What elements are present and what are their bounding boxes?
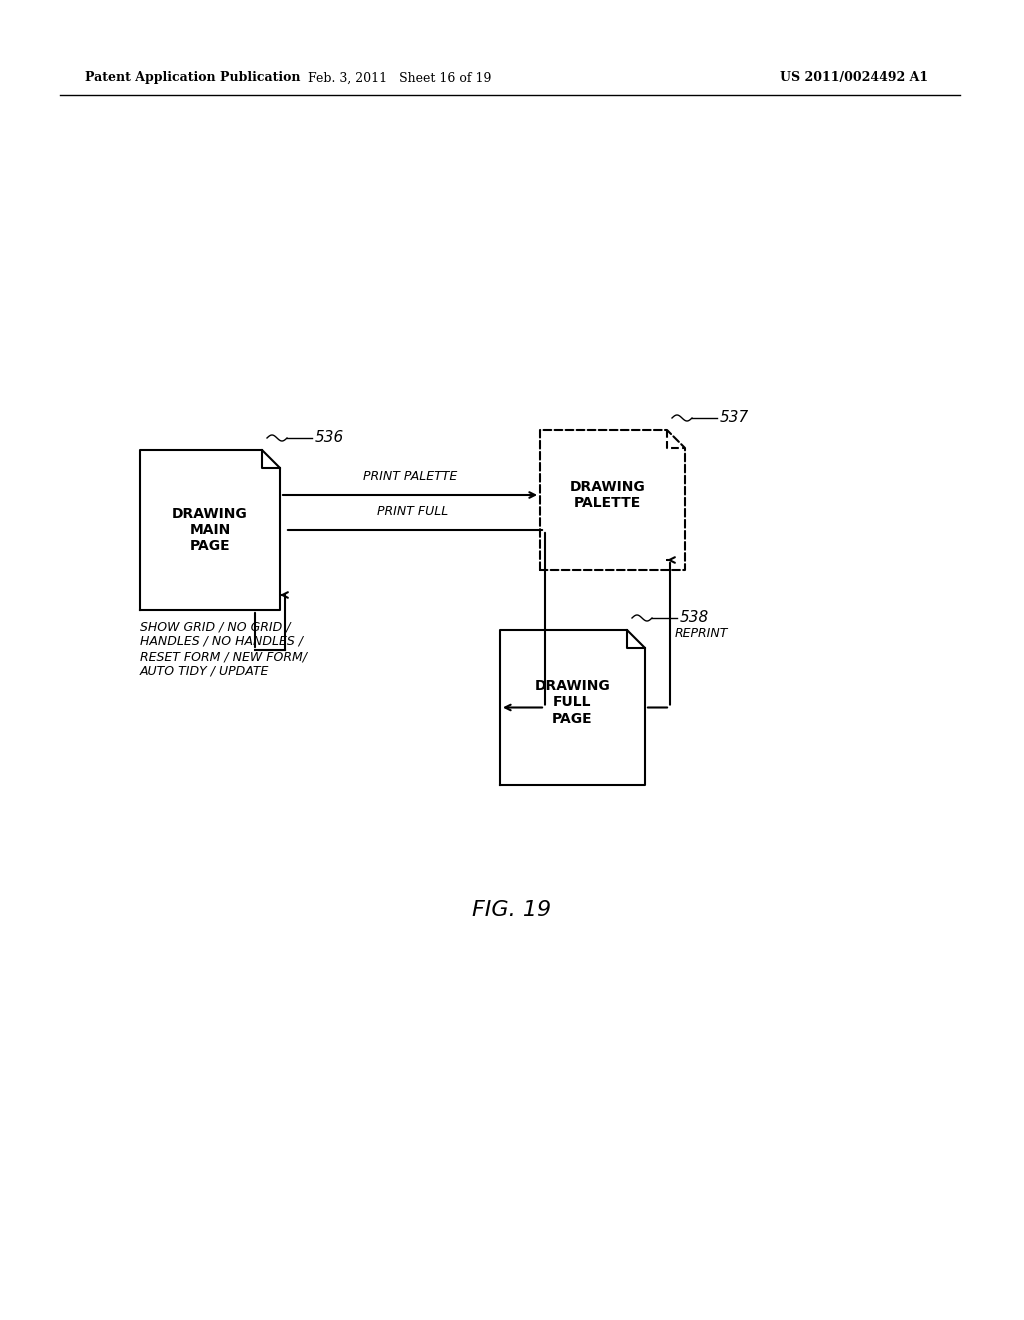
Text: Patent Application Publication: Patent Application Publication bbox=[85, 71, 300, 84]
Text: REPRINT: REPRINT bbox=[675, 627, 728, 640]
Text: FIG. 19: FIG. 19 bbox=[472, 900, 552, 920]
Text: DRAWING
MAIN
PAGE: DRAWING MAIN PAGE bbox=[172, 507, 248, 553]
Text: 537: 537 bbox=[720, 411, 750, 425]
Text: Feb. 3, 2011   Sheet 16 of 19: Feb. 3, 2011 Sheet 16 of 19 bbox=[308, 71, 492, 84]
Text: DRAWING
FULL
PAGE: DRAWING FULL PAGE bbox=[535, 680, 610, 726]
Text: 538: 538 bbox=[680, 610, 710, 626]
Text: PRINT PALETTE: PRINT PALETTE bbox=[362, 470, 457, 483]
Text: 536: 536 bbox=[315, 430, 344, 446]
Text: US 2011/0024492 A1: US 2011/0024492 A1 bbox=[780, 71, 928, 84]
Text: PRINT FULL: PRINT FULL bbox=[377, 506, 449, 517]
Text: DRAWING
PALETTE: DRAWING PALETTE bbox=[569, 480, 645, 510]
Text: SHOW GRID / NO GRID /
HANDLES / NO HANDLES /
RESET FORM / NEW FORM/
AUTO TIDY / : SHOW GRID / NO GRID / HANDLES / NO HANDL… bbox=[140, 620, 307, 678]
